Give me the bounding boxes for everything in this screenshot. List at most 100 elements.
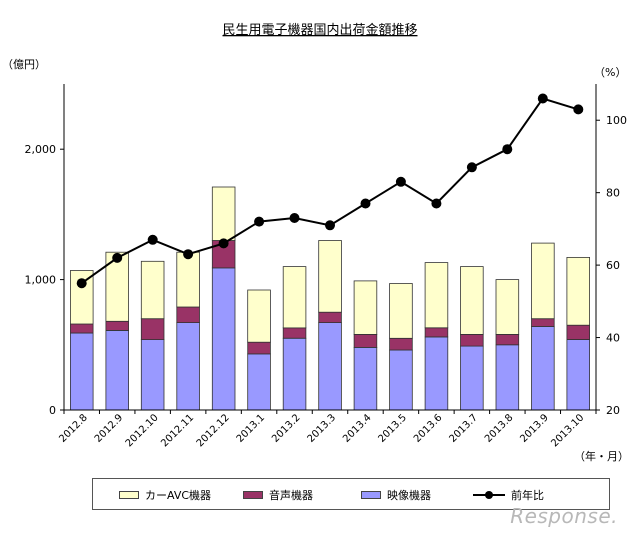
bar-audio-2012.8 (70, 323, 94, 334)
x-tick-label-2013.4: 2013.4 (341, 412, 374, 445)
legend: カーAVC機器 音声機器 映像機器 前年比 (92, 478, 610, 510)
bar-audio-2013.6 (424, 327, 449, 338)
point-yoy-2012.8 (76, 278, 87, 289)
y-axis-right-label: （%） (594, 66, 626, 79)
bar-car-avc-2013.10 (566, 256, 591, 326)
x-tick-label-2013.3: 2013.3 (306, 412, 339, 445)
legend-label-audio: 音声機器 (269, 489, 313, 502)
bar-video-2013.4 (353, 346, 378, 411)
bar-car-avc-2013.3 (318, 240, 342, 313)
x-tick-label-2013.7: 2013.7 (447, 412, 480, 445)
y-tick-label-right-60: 60 (606, 259, 620, 272)
bar-car-avc-2013.9 (531, 242, 555, 320)
x-axis-label: （年・月） (574, 449, 629, 463)
bar-video-2013.8 (495, 344, 520, 411)
bar-audio-2013.8 (495, 333, 520, 346)
point-yoy-2013.5 (395, 176, 406, 187)
axes-layer: 0 1,000 2,000 20 40 60 80 100 (25, 84, 627, 417)
bar-audio-2013.1 (247, 341, 271, 355)
x-tick-label-2013.9: 2013.9 (518, 412, 551, 445)
point-yoy-2013.7 (466, 162, 477, 173)
x-tick-label-2013.6: 2013.6 (412, 412, 445, 445)
bar-audio-2012.9 (105, 320, 130, 331)
legend-swatch-car-avc (119, 491, 139, 499)
bar-video-2012.8 (70, 332, 94, 411)
bar-audio-2013.4 (353, 333, 378, 348)
watermark-logo: Response. (510, 504, 618, 528)
bar-car-avc-2012.12 (211, 186, 236, 241)
x-tick-label-2012.10: 2012.10 (124, 412, 161, 449)
point-yoy-2012.9 (112, 252, 123, 263)
point-yoy-2013.8 (502, 144, 513, 155)
bar-video-2013.7 (460, 345, 484, 411)
legend-label-video: 映像機器 (387, 489, 431, 502)
x-tick-label-2013.8: 2013.8 (483, 412, 516, 445)
point-yoy-2013.2 (289, 213, 300, 223)
x-tick-label-2012.9: 2012.9 (93, 412, 126, 445)
point-yoy-2013.1 (254, 216, 265, 227)
x-tick-label-2013.5: 2013.5 (377, 412, 410, 445)
bar-audio-2013.5 (389, 337, 413, 351)
point-yoy-2012.11 (183, 249, 194, 260)
point-yoy-2012.12 (218, 238, 229, 249)
bar-car-avc-2013.4 (353, 280, 378, 335)
bar-video-2013.2 (282, 337, 307, 411)
bar-audio-2013.10 (566, 324, 591, 340)
y-axis-left-label: （億円） (2, 58, 46, 71)
bar-video-2013.6 (424, 336, 449, 411)
legend-item-car-avc: カーAVC機器 (119, 487, 211, 503)
line-layer (76, 93, 584, 289)
y-tick-label-right-20: 20 (606, 404, 620, 417)
x-tick-label-2013.2: 2013.2 (270, 412, 303, 445)
x-tick-label-2012.12: 2012.12 (195, 412, 232, 449)
point-yoy-2013.3 (325, 220, 335, 231)
legend-label-car-avc: カーAVC機器 (145, 489, 212, 502)
y-tick-label-right-80: 80 (606, 187, 620, 200)
legend-item-yoy: 前年比 (473, 487, 544, 503)
bar-car-avc-2012.10 (140, 260, 165, 320)
bar-video-2013.9 (531, 326, 555, 411)
y-tick-label-left-2000: 2,000 (25, 143, 57, 156)
legend-swatch-video (361, 491, 381, 499)
bar-audio-2013.7 (460, 333, 484, 347)
bar-car-avc-2013.6 (424, 262, 449, 329)
bar-video-2013.1 (247, 353, 271, 411)
x-tick-label-2013.1: 2013.1 (235, 412, 268, 445)
bar-car-avc-2013.2 (282, 266, 307, 329)
chart-title: 民生用電子機器国内出荷金額推移 (222, 22, 417, 38)
bar-audio-2013.2 (282, 327, 307, 339)
bar-audio-2012.11 (176, 306, 200, 324)
x-tick-label-2013.10: 2013.10 (549, 412, 586, 449)
bar-car-avc-2012.9 (105, 251, 130, 322)
bar-video-2012.10 (140, 339, 165, 411)
bar-car-avc-2012.8 (70, 270, 94, 325)
bar-car-avc-2013.7 (460, 266, 484, 335)
bar-audio-2012.10 (140, 318, 165, 341)
point-yoy-2013.6 (431, 198, 442, 209)
bars-layer (70, 186, 591, 411)
bar-car-avc-2013.1 (247, 289, 271, 343)
x-tick-label-2012.8: 2012.8 (57, 412, 90, 445)
bar-car-avc-2013.8 (495, 279, 520, 335)
bar-audio-2013.9 (531, 318, 555, 327)
bar-video-2013.3 (318, 322, 342, 411)
bar-video-2012.12 (211, 267, 236, 411)
legend-item-audio: 音声機器 (243, 487, 313, 503)
bar-audio-2013.3 (318, 311, 342, 324)
y-tick-label-right-100: 100 (606, 114, 627, 127)
legend-label-yoy: 前年比 (511, 489, 544, 502)
y-tick-label-left-0: 0 (49, 404, 56, 417)
bar-video-2012.9 (105, 330, 130, 411)
legend-item-video: 映像機器 (361, 487, 431, 503)
bar-video-2013.5 (389, 349, 413, 411)
bar-video-2013.10 (566, 339, 591, 411)
point-yoy-2013.4 (360, 198, 371, 209)
y-tick-label-right-40: 40 (606, 332, 620, 345)
bar-car-avc-2013.5 (389, 283, 413, 339)
point-yoy-2013.10 (573, 104, 584, 115)
point-yoy-2013.9 (537, 93, 548, 104)
legend-swatch-audio (243, 491, 263, 499)
